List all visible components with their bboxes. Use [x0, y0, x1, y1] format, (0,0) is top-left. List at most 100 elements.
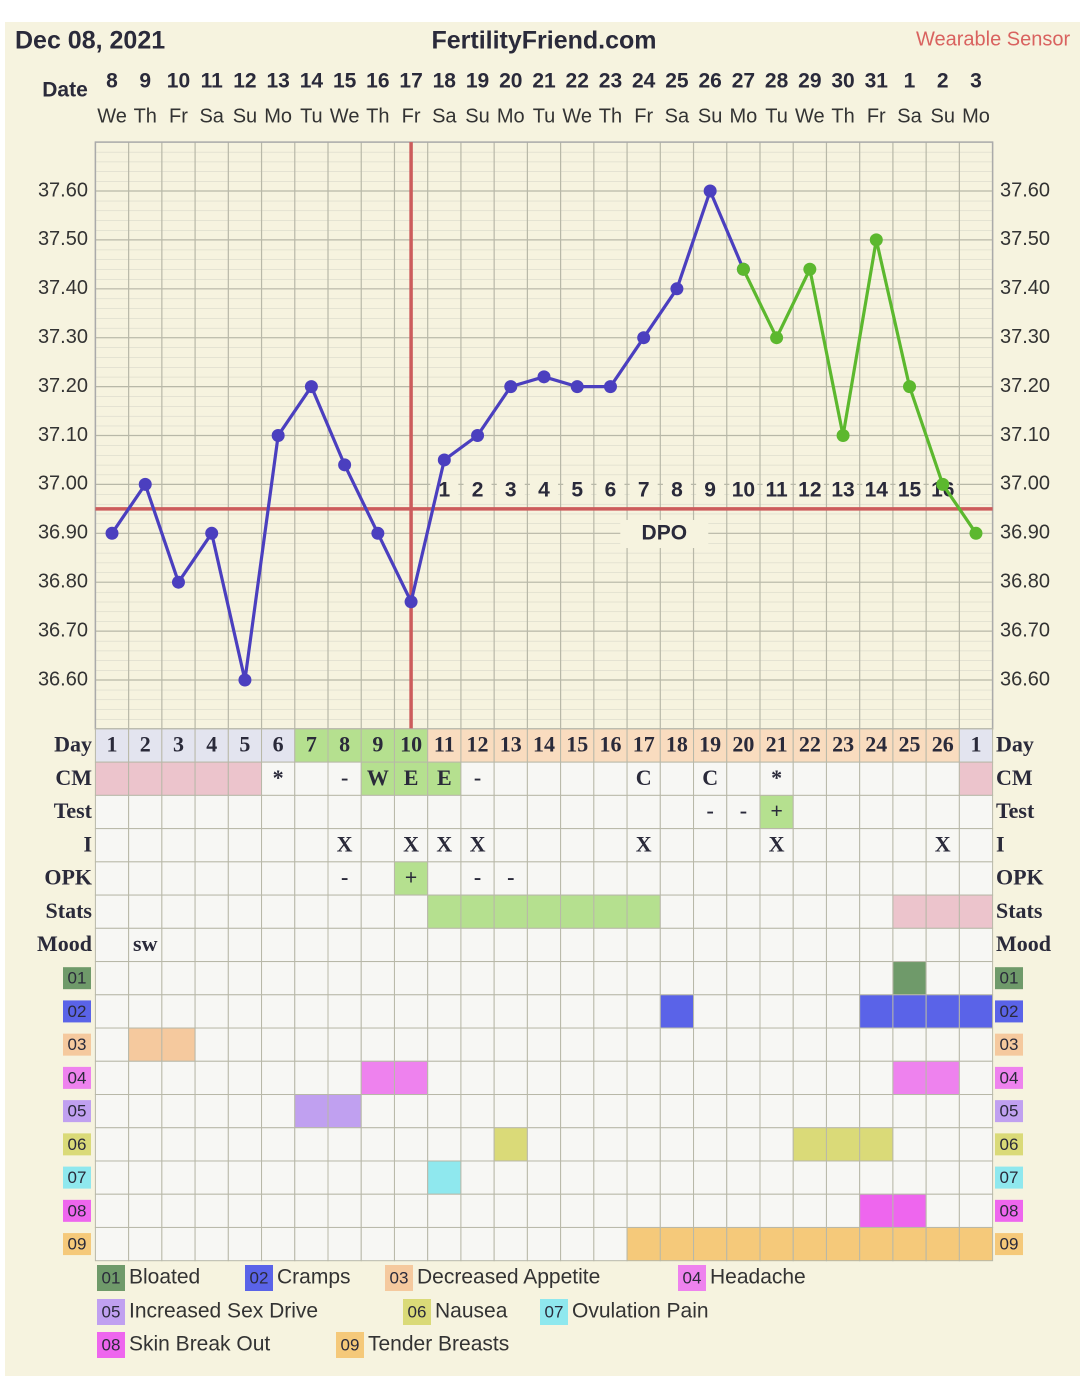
table-cell: [327, 1160, 362, 1195]
row-label: I: [996, 831, 1005, 856]
data-point: [570, 380, 584, 394]
table-cell: [892, 1060, 927, 1096]
table-cell: [726, 1160, 761, 1195]
table-cell: [726, 794, 761, 830]
table-cell: [227, 927, 263, 963]
table-cell: [294, 1060, 329, 1096]
table-cell: [593, 961, 628, 996]
legend-swatch: [97, 1332, 125, 1358]
table-cell: [825, 1060, 861, 1096]
table-cell: [493, 961, 528, 996]
table-cell: [626, 894, 661, 929]
table-cell: [825, 1226, 861, 1262]
table-cell: [526, 794, 562, 830]
table-cell: [161, 1226, 196, 1262]
y-tick-label: 36.90: [1000, 522, 1050, 544]
row-label: Mood: [37, 931, 92, 956]
table-cell: [194, 1226, 229, 1262]
table-cell: [360, 1094, 395, 1129]
weekday-label: Mo: [729, 105, 757, 127]
table-cell: [958, 1127, 994, 1162]
cell-text: 8: [339, 732, 350, 757]
date-label: 10: [167, 70, 190, 93]
table-cell: [261, 761, 296, 796]
y-tick-label: 37.10: [38, 424, 88, 446]
data-point: [437, 453, 451, 467]
table-cell: [393, 961, 429, 996]
table-cell: [759, 1094, 794, 1129]
cell-text: 10: [400, 732, 422, 757]
table-cell: [659, 1027, 695, 1062]
row-label: 02: [68, 1002, 87, 1021]
table-cell: [493, 1027, 528, 1062]
data-point: [537, 370, 551, 384]
table-cell: [128, 1127, 163, 1162]
table-cell: [925, 894, 960, 929]
table-cell: [493, 1060, 528, 1096]
table-cell: [859, 1027, 894, 1062]
cell-text: 1: [970, 732, 981, 757]
table-cell: [626, 794, 661, 830]
y-tick-label: 37.60: [1000, 179, 1050, 201]
cell-text: X: [636, 831, 652, 856]
cell-text: 20: [732, 732, 754, 757]
table-cell: [460, 1027, 495, 1062]
table-cell: [327, 994, 362, 1029]
table-cell: [759, 927, 794, 963]
table-cell: [892, 761, 927, 796]
weekday-label: Fr: [169, 105, 188, 127]
dpo-bg: [795, 478, 824, 502]
table-cell: [194, 761, 229, 796]
y-tick-label: 37.50: [38, 228, 88, 250]
table-cell: [892, 894, 927, 929]
table-cell: [659, 1160, 695, 1195]
table-cell: [294, 961, 329, 996]
table-cell: [560, 1094, 595, 1129]
table-cell: [128, 728, 163, 763]
table-cell: [626, 1127, 661, 1162]
table-cell: [94, 1226, 130, 1262]
table-cell: [759, 1060, 794, 1096]
cell-text: 9: [372, 732, 383, 757]
row-label: OPK: [44, 865, 92, 890]
cell-text: 16: [599, 732, 621, 757]
table-cell: [892, 794, 927, 830]
table-cell: [460, 1193, 495, 1228]
table-cell: [427, 1193, 462, 1228]
y-tick-label: 36.80: [1000, 570, 1050, 592]
table-cell: [560, 894, 595, 929]
row-label: OPK: [996, 865, 1044, 890]
table-cell: [693, 927, 728, 963]
date-label: 21: [532, 70, 556, 93]
table-cell: [626, 961, 661, 996]
table-cell: [825, 861, 861, 896]
cell-text: -: [507, 865, 514, 890]
table-cell: [526, 861, 562, 896]
legend-label: Decreased Appetite: [417, 1266, 600, 1289]
table-cell: [925, 961, 960, 996]
table-cell: [427, 728, 462, 763]
table-cell: [460, 728, 495, 763]
table-cell: [94, 894, 130, 929]
table-cell: [427, 828, 462, 863]
cell-text: sw: [133, 931, 158, 956]
table-cell: [327, 927, 362, 963]
cell-text: 17: [633, 732, 655, 757]
table-cell: [825, 794, 861, 830]
table-cell: [759, 1027, 794, 1062]
table-cell: [128, 961, 163, 996]
dpo-label: 7: [638, 479, 650, 502]
date-label: 28: [765, 70, 789, 93]
table-cell: [526, 1027, 562, 1062]
table-cell: [194, 894, 229, 929]
date-label: 19: [466, 70, 489, 93]
legend-label: Cramps: [277, 1266, 351, 1289]
table-cell: [194, 728, 229, 763]
legend-swatch: [97, 1265, 125, 1291]
table-cell: [161, 1193, 196, 1228]
table-cell: [261, 961, 296, 996]
table-cell: [659, 1094, 695, 1129]
table-cell: [825, 994, 861, 1029]
row-label: 05: [68, 1102, 87, 1121]
cell-text: X: [436, 831, 452, 856]
